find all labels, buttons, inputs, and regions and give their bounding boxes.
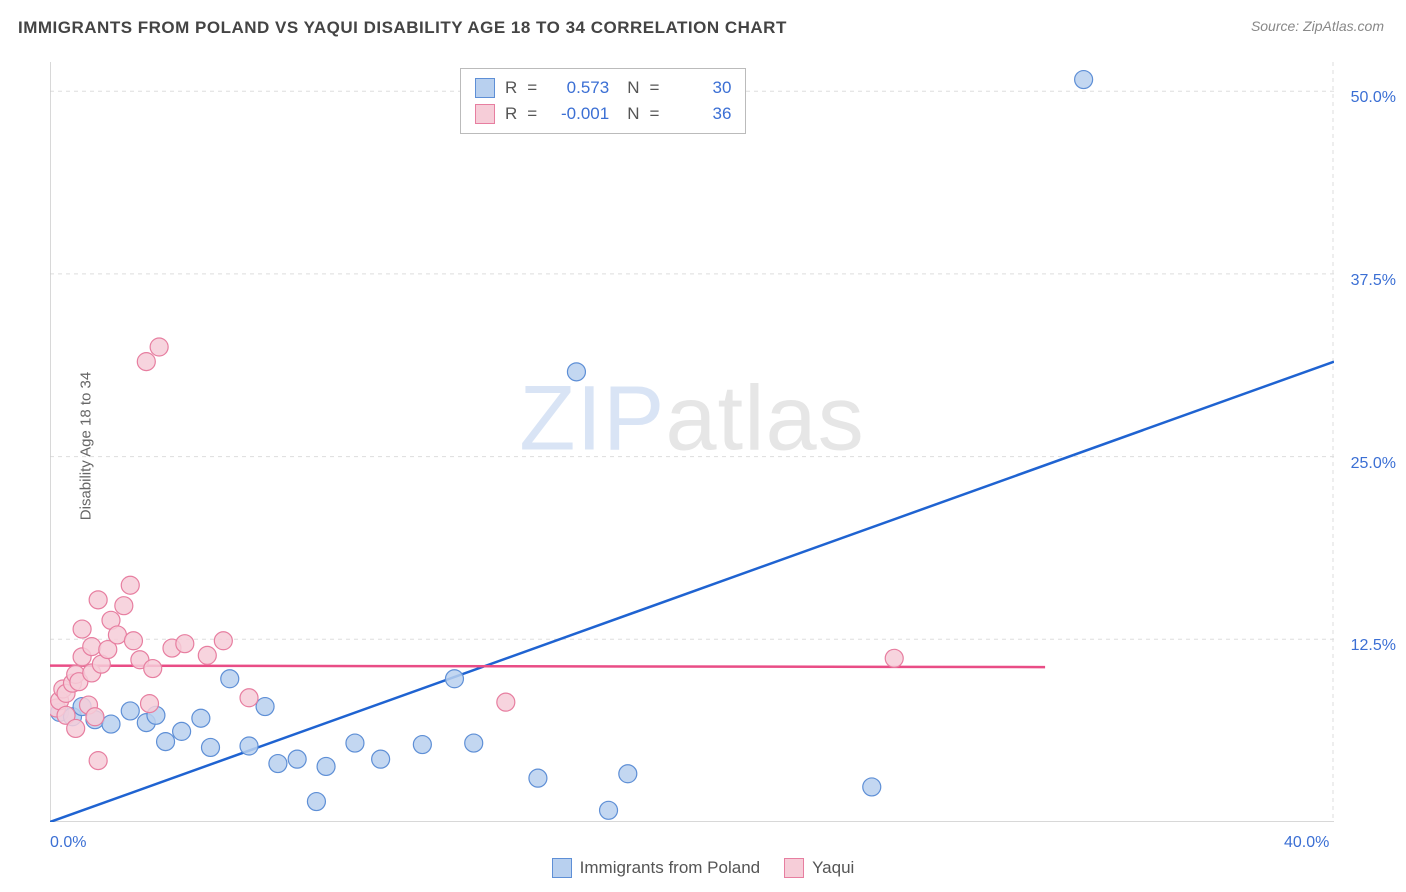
eq: = [527, 75, 537, 101]
swatch-series-1 [475, 78, 495, 98]
legend-row-series-2: R = -0.001 N = 36 [475, 101, 731, 127]
r-label: R [505, 101, 517, 127]
y-tick-label: 25.0% [1351, 455, 1396, 473]
swatch-series-2 [784, 858, 804, 878]
legend-item-series-2: Yaqui [784, 858, 854, 878]
legend-row-series-1: R = 0.573 N = 30 [475, 75, 731, 101]
correlation-legend: R = 0.573 N = 30 R = -0.001 N = 36 [460, 68, 746, 134]
series-legend: Immigrants from Poland Yaqui [0, 858, 1406, 878]
eq: = [527, 101, 537, 127]
eq: = [650, 101, 660, 127]
legend-label-series-1: Immigrants from Poland [580, 858, 760, 878]
x-tick-label: 40.0% [1284, 834, 1329, 852]
source-value: ZipAtlas.com [1303, 18, 1384, 34]
n-label: N [627, 101, 639, 127]
scatter-plot-svg [50, 62, 1334, 822]
chart-title: IMMIGRANTS FROM POLAND VS YAQUI DISABILI… [18, 18, 787, 38]
plot-area: ZIPatlas [50, 62, 1334, 822]
n-value-series-2: 36 [669, 101, 731, 127]
r-value-series-1: 0.573 [547, 75, 609, 101]
swatch-series-1 [552, 858, 572, 878]
r-label: R [505, 75, 517, 101]
eq: = [650, 75, 660, 101]
n-label: N [627, 75, 639, 101]
source-label: Source: [1251, 18, 1299, 34]
y-tick-label: 37.5% [1351, 272, 1396, 290]
swatch-series-2 [475, 104, 495, 124]
chart-container: { "title": "IMMIGRANTS FROM POLAND VS YA… [0, 0, 1406, 892]
n-value-series-1: 30 [669, 75, 731, 101]
r-value-series-2: -0.001 [547, 101, 609, 127]
y-tick-label: 12.5% [1351, 637, 1396, 655]
x-tick-label: 0.0% [50, 834, 86, 852]
legend-item-series-1: Immigrants from Poland [552, 858, 760, 878]
y-tick-label: 50.0% [1351, 89, 1396, 107]
legend-label-series-2: Yaqui [812, 858, 854, 878]
source-attribution: Source: ZipAtlas.com [1251, 18, 1384, 34]
